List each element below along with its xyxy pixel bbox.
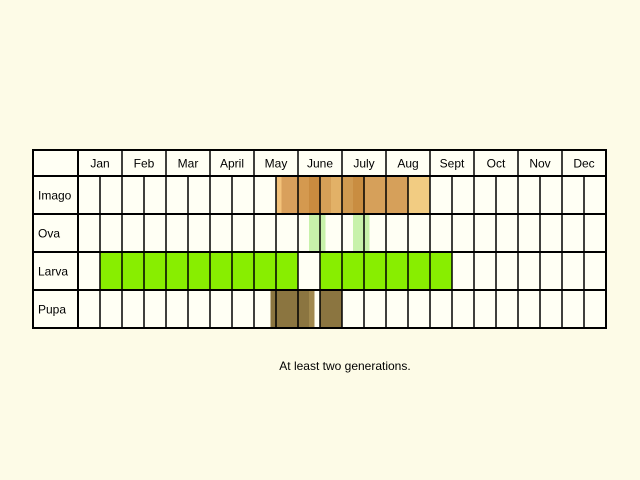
period-bar-imago-9: [408, 177, 430, 213]
period-bar-imago-4: [320, 177, 331, 213]
stage-label-ova: Ova: [38, 227, 60, 241]
chart-caption: At least two generations.: [279, 359, 411, 373]
period-bar-ova-1: [353, 215, 370, 251]
month-label-sept: Sept: [440, 157, 465, 171]
month-label-may: May: [265, 157, 288, 171]
period-bar-pupa-2: [320, 291, 342, 327]
month-label-june: June: [307, 157, 333, 171]
month-label-jan: Jan: [90, 157, 109, 171]
month-label-july: July: [353, 157, 374, 171]
period-bar-ova-0: [309, 215, 326, 251]
period-bar-imago-0: [276, 177, 282, 213]
month-label-mar: Mar: [178, 157, 199, 171]
month-label-nov: Nov: [529, 157, 550, 171]
stage-label-imago: Imago: [38, 189, 72, 203]
period-bar-larva-0: [100, 253, 298, 289]
month-label-april: April: [220, 157, 244, 171]
period-bar-imago-7: [353, 177, 364, 213]
period-bar-imago-5: [331, 177, 342, 213]
period-bar-imago-1: [281, 177, 298, 213]
period-bar-pupa-1: [309, 291, 315, 327]
stage-label-larva: Larva: [38, 265, 68, 279]
period-bar-imago-3: [309, 177, 320, 213]
month-label-feb: Feb: [134, 157, 155, 171]
month-label-oct: Oct: [487, 157, 506, 171]
period-bar-imago-2: [298, 177, 309, 213]
month-label-aug: Aug: [397, 157, 418, 171]
grid-border: [32, 149, 607, 329]
period-bar-pupa-0: [270, 291, 309, 327]
month-label-dec: Dec: [573, 157, 594, 171]
period-bar-imago-6: [342, 177, 353, 213]
stage-label-pupa: Pupa: [38, 303, 66, 317]
